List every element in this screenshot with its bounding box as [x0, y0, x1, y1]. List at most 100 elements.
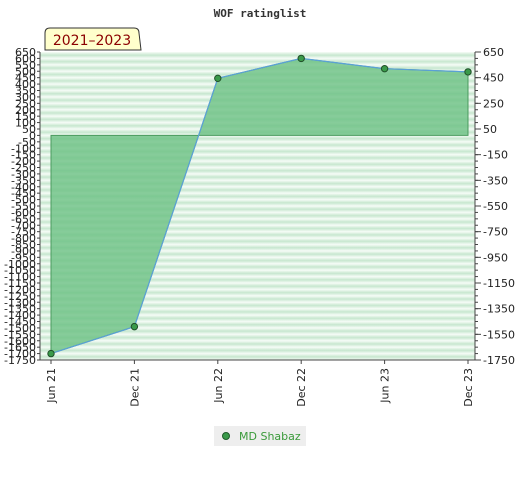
grid-band [40, 270, 475, 277]
x-tick-label: Jun 22 [212, 368, 225, 404]
left-tick-label: 100 [15, 117, 36, 130]
legend[interactable]: MD Shabaz [214, 426, 306, 446]
left-tick-label: -500 [11, 194, 36, 207]
right-tick-label: -1550 [483, 328, 515, 341]
grid-band [40, 238, 475, 245]
left-tick-label: -300 [11, 168, 36, 181]
left-tick-label: -550 [11, 200, 36, 213]
left-tick-label: -200 [11, 155, 36, 168]
grid-band [40, 218, 475, 226]
grid-band [40, 64, 475, 72]
grid-band [40, 141, 475, 149]
legend-series-name[interactable]: MD Shabaz [239, 430, 301, 443]
left-tick-label: 250 [15, 97, 36, 110]
left-tick-label: -850 [11, 239, 36, 252]
left-tick-label: -1300 [4, 296, 36, 309]
grid-band [40, 257, 475, 264]
period-label: 2021–2023 [44, 27, 142, 51]
grid-band [40, 283, 475, 290]
left-tick-label: -1750 [4, 354, 36, 367]
grid-band [40, 206, 475, 213]
left-tick-label: -400 [11, 181, 36, 194]
grid-band [40, 167, 475, 174]
series-line [50, 57, 469, 355]
line-layer [50, 57, 469, 355]
left-tick-label: -1650 [4, 341, 36, 354]
left-tick-label: 600 [15, 52, 36, 65]
left-tick-label: -900 [11, 245, 36, 258]
data-point [130, 322, 139, 331]
data-point [214, 74, 222, 83]
right-tick-label: -150 [483, 149, 508, 162]
left-tick-label: 350 [15, 85, 36, 98]
grid-band [40, 148, 475, 155]
grid-band [40, 180, 475, 187]
data-point [297, 54, 305, 63]
right-tick-label: -1750 [483, 354, 515, 367]
right-tick-label: 50 [483, 123, 497, 136]
grid-band [40, 347, 475, 354]
left-tick-label: -1150 [4, 277, 36, 290]
grid-band [40, 58, 475, 65]
left-tick-label: -950 [11, 251, 36, 264]
grid-band [40, 289, 475, 296]
grid-band [40, 244, 475, 251]
left-tick-label: -600 [11, 206, 36, 219]
data-point [464, 68, 472, 76]
left-tick-label: 50 [22, 123, 36, 136]
left-tick-label: -1450 [4, 316, 36, 329]
left-tick-label: -350 [11, 174, 36, 187]
x-tick-label: Jun 23 [379, 368, 392, 404]
grid-band [40, 231, 475, 239]
grid-band [40, 302, 475, 309]
grid-band [40, 135, 475, 142]
right-tick-label: 650 [483, 46, 504, 59]
grid-band [40, 52, 475, 59]
right-tick-label: -1350 [483, 303, 515, 316]
grid-band [40, 353, 475, 360]
x-tick-label: Dec 22 [295, 368, 308, 407]
legend-marker [222, 432, 230, 440]
grid-band [40, 327, 475, 335]
grid-band [40, 193, 475, 200]
left-tick-label: -100 [11, 142, 36, 155]
left-tick-label: 0 [29, 129, 36, 142]
grid-band [40, 199, 475, 206]
left-tick-label: -1100 [4, 271, 36, 284]
left-tick-label: -1200 [4, 283, 36, 296]
left-tick-label: -1500 [4, 322, 36, 335]
x-axis: Jun 21 Dec 21 Jun 22 Dec 22 Jun 23 Dec 23 [40, 359, 475, 407]
left-tick-label: -1400 [4, 309, 36, 322]
left-tick-label: -150 [11, 149, 36, 162]
left-tick-label: 400 [15, 78, 36, 91]
x-tick-label: Jun 21 [45, 368, 58, 404]
period-label-text: 2021–2023 [53, 33, 131, 49]
data-point [47, 349, 55, 358]
grid-band [40, 263, 475, 271]
right-y-axis: 650 450 250 50 -150 -350 -550 -750 -950 -1150 -135… [474, 46, 515, 367]
left-tick-label: -250 [11, 162, 36, 175]
left-tick-label: 200 [15, 104, 36, 117]
grid-band [40, 186, 475, 194]
grid-band [40, 250, 475, 258]
grid-band [40, 295, 475, 303]
left-tick-label: -1250 [4, 290, 36, 303]
right-tick-label: -350 [483, 174, 508, 187]
marker-layer [47, 54, 472, 358]
right-tick-label: 450 [483, 72, 504, 85]
x-tick-label: Dec 23 [462, 368, 475, 407]
grid-band [40, 315, 475, 322]
left-tick-label: 650 [15, 46, 36, 59]
left-tick-label: 150 [15, 110, 36, 123]
left-tick-label: -650 [11, 213, 36, 226]
left-tick-label: -1700 [4, 348, 36, 361]
grid-band [40, 321, 475, 328]
right-tick-label: -750 [483, 226, 508, 239]
left-tick-label: -450 [11, 187, 36, 200]
grid-band [40, 154, 475, 162]
left-tick-label: 450 [15, 72, 36, 85]
right-tick-label: -1150 [483, 277, 515, 290]
left-tick-label: 300 [15, 91, 36, 104]
right-tick-label: -550 [483, 200, 508, 213]
